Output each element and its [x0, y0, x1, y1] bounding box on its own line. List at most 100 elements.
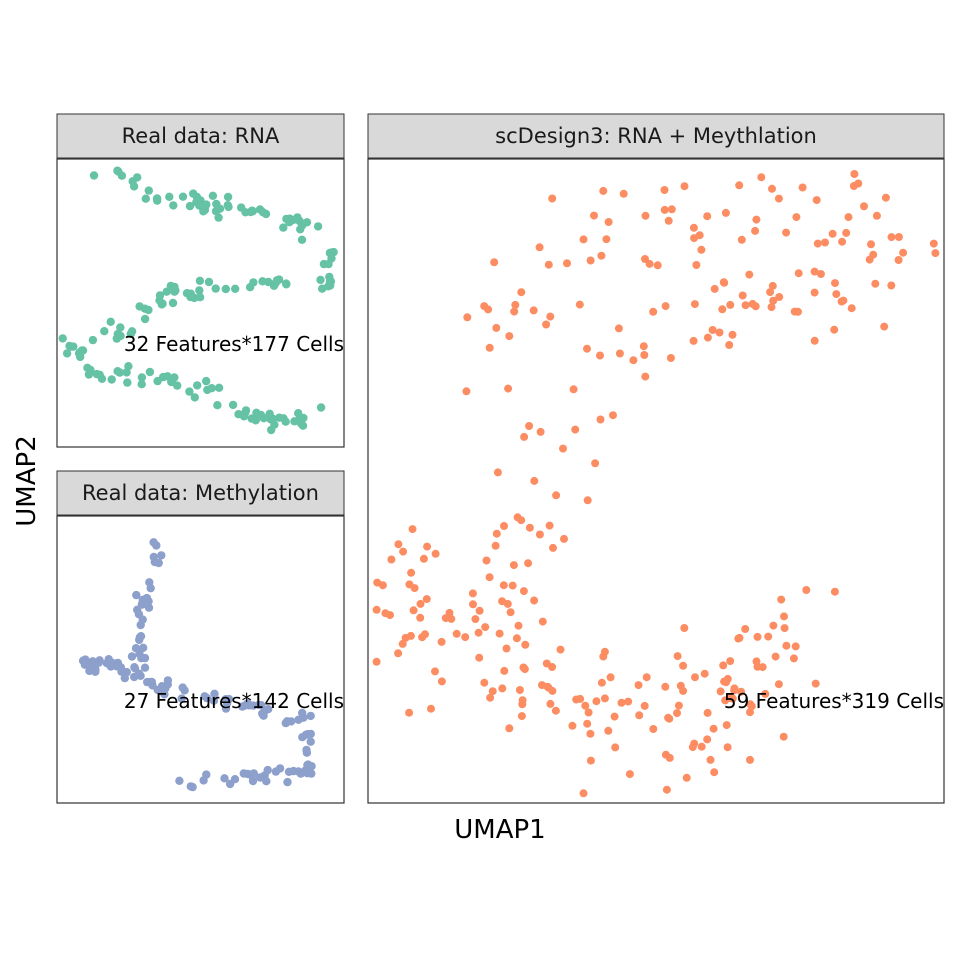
scatter-point [831, 279, 839, 288]
scatter-point [213, 401, 222, 410]
scatter-point [316, 275, 325, 285]
scatter-point [690, 300, 699, 309]
scatter-point [697, 742, 706, 751]
scatter-point [407, 568, 416, 577]
scatter-point [58, 334, 67, 343]
scatter-point [586, 256, 595, 265]
scatter-point [463, 313, 472, 322]
scatter-point [504, 384, 513, 393]
scatter-point [697, 245, 706, 254]
scatter-point [887, 233, 896, 242]
scatter-point [592, 697, 601, 706]
scatter-point [629, 356, 638, 365]
y-axis-title: UMAP2 [12, 435, 42, 526]
scatter-point [137, 373, 147, 382]
scatter-point [609, 411, 617, 420]
scatter-point [867, 240, 875, 249]
scatter-point [811, 679, 820, 688]
scatter-point [597, 678, 606, 687]
scatter-point [107, 375, 116, 384]
scatter-point [746, 700, 755, 709]
scatter-point [738, 291, 747, 300]
scatter-point [549, 543, 557, 552]
scatter-point [518, 696, 527, 705]
scatter-point [195, 286, 204, 295]
scatter-point [769, 621, 778, 630]
scatter-point [136, 620, 145, 630]
scatter-point [178, 192, 188, 201]
scatter-point [660, 186, 669, 194]
scatter-point [249, 701, 258, 710]
scatter-point [256, 773, 265, 782]
scatter-point [492, 529, 501, 538]
scatter-point [680, 182, 689, 191]
scatter-point [674, 701, 683, 710]
scatter-point [789, 654, 798, 663]
scatter-point [258, 277, 267, 286]
scatter-point [642, 673, 651, 682]
scatter-point [160, 690, 169, 699]
scatter-point [211, 284, 220, 293]
scatter-point [142, 593, 152, 603]
points-layer [78, 538, 316, 792]
scatter-point [543, 682, 552, 691]
scatter-point [530, 476, 539, 485]
scatter-point [830, 587, 839, 596]
panel-title: Real data: Methylation [82, 481, 319, 505]
scatter-point [485, 573, 494, 582]
scatter-point [500, 522, 508, 530]
scatter-point [579, 235, 588, 244]
scatter-point [65, 341, 74, 351]
scatter-point [556, 645, 565, 654]
scatter-point [535, 530, 544, 539]
scatter-point [512, 634, 521, 643]
scatter-point [130, 663, 139, 672]
scatter-point [617, 698, 626, 707]
scatter-point [210, 689, 219, 698]
scatter-point [157, 682, 167, 691]
scatter-point [597, 251, 606, 260]
scatter-point [136, 671, 145, 680]
scatter-point [706, 755, 715, 764]
scatter-point [661, 750, 670, 759]
scatter-point [614, 324, 623, 333]
scatter-point [180, 686, 189, 695]
scatter-point [710, 768, 719, 777]
scatter-point [499, 581, 508, 590]
scatter-point [757, 173, 766, 182]
scatter-point [294, 409, 303, 418]
scatter-point [737, 687, 746, 696]
scatter-point [689, 336, 698, 345]
scatter-point [894, 256, 903, 264]
scatter-point [100, 327, 109, 336]
scatter-point [782, 641, 791, 650]
scatter-point [214, 383, 224, 392]
scatter-point [775, 293, 784, 301]
scatter-point [881, 193, 890, 202]
scatter-point [929, 239, 938, 248]
scatter-point [157, 551, 166, 560]
scatter-point [238, 702, 247, 711]
scatter-point [381, 609, 390, 618]
scatter-point [640, 701, 649, 710]
scatter-point [860, 202, 868, 211]
scatter-point [431, 667, 439, 676]
scatter-point [810, 267, 819, 276]
scatter-point [220, 774, 229, 783]
scatter-point [524, 559, 533, 568]
scatter-point [703, 212, 712, 221]
scatter-point [521, 640, 530, 649]
scatter-point [185, 387, 194, 396]
scatter-point [728, 330, 737, 339]
scatter-point [475, 653, 484, 662]
scatter-point [372, 605, 381, 614]
scatter-point [689, 223, 698, 232]
scatter-point [163, 372, 172, 381]
scatter-point [721, 208, 730, 217]
scatter-point [741, 625, 750, 633]
scatter-point [768, 281, 777, 290]
panel-title: Real data: RNA [122, 124, 280, 148]
scatter-point [500, 666, 509, 675]
scatter-point [141, 194, 150, 203]
scatter-point [452, 629, 461, 638]
